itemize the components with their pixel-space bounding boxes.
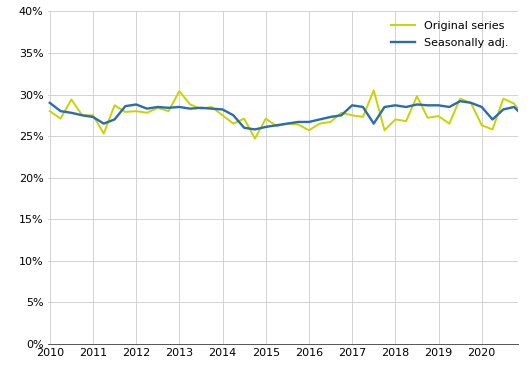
Original series — [198, 106, 204, 111]
Seasonally adj. — [370, 121, 377, 126]
Original series — [457, 96, 463, 101]
Legend: Original series, Seasonally adj.: Original series, Seasonally adj. — [386, 17, 513, 53]
Seasonally adj. — [252, 127, 258, 132]
Seasonally adj. — [306, 120, 312, 124]
Seasonally adj. — [47, 101, 53, 105]
Seasonally adj. — [208, 106, 215, 111]
Original series — [403, 119, 409, 123]
Original series — [489, 127, 496, 132]
Seasonally adj. — [316, 117, 323, 122]
Original series — [414, 94, 420, 98]
Original series — [101, 131, 107, 136]
Seasonally adj. — [220, 107, 226, 112]
Seasonally adj. — [273, 123, 280, 127]
Original series — [176, 89, 183, 93]
Seasonally adj. — [68, 110, 75, 115]
Seasonally adj. — [230, 113, 236, 118]
Seasonally adj. — [425, 103, 431, 108]
Seasonally adj. — [446, 105, 452, 109]
Original series — [57, 116, 63, 121]
Seasonally adj. — [262, 125, 269, 129]
Original series — [435, 114, 442, 118]
Seasonally adj. — [511, 105, 517, 109]
Seasonally adj. — [381, 105, 388, 109]
Original series — [230, 121, 236, 126]
Seasonally adj. — [349, 103, 355, 108]
Original series — [154, 105, 161, 110]
Original series — [79, 113, 85, 118]
Seasonally adj. — [479, 105, 485, 109]
Original series — [262, 116, 269, 121]
Seasonally adj. — [57, 109, 63, 113]
Seasonally adj. — [144, 106, 150, 111]
Seasonally adj. — [295, 120, 302, 124]
Original series — [295, 122, 302, 127]
Seasonally adj. — [166, 105, 172, 110]
Seasonally adj. — [122, 104, 129, 108]
Original series — [144, 110, 150, 115]
Original series — [252, 136, 258, 141]
Line: Seasonally adj.: Seasonally adj. — [50, 101, 525, 129]
Seasonally adj. — [360, 105, 366, 109]
Original series — [241, 116, 248, 121]
Original series — [112, 103, 118, 108]
Original series — [208, 105, 215, 109]
Seasonally adj. — [403, 105, 409, 109]
Seasonally adj. — [522, 116, 528, 120]
Original series — [220, 113, 226, 118]
Seasonally adj. — [489, 117, 496, 122]
Seasonally adj. — [327, 115, 334, 119]
Original series — [446, 121, 452, 126]
Seasonally adj. — [90, 115, 96, 119]
Seasonally adj. — [133, 102, 139, 107]
Seasonally adj. — [284, 121, 290, 126]
Seasonally adj. — [338, 113, 344, 118]
Original series — [392, 117, 398, 122]
Original series — [327, 120, 334, 124]
Seasonally adj. — [176, 105, 183, 109]
Seasonally adj. — [500, 107, 506, 112]
Seasonally adj. — [198, 105, 204, 110]
Original series — [273, 124, 280, 129]
Original series — [468, 101, 474, 105]
Original series — [522, 116, 528, 121]
Original series — [166, 109, 172, 113]
Seasonally adj. — [392, 103, 398, 108]
Original series — [511, 101, 517, 106]
Original series — [360, 115, 366, 119]
Original series — [425, 116, 431, 120]
Original series — [479, 123, 485, 127]
Seasonally adj. — [457, 99, 463, 104]
Original series — [133, 109, 139, 113]
Seasonally adj. — [112, 117, 118, 122]
Original series — [47, 109, 53, 113]
Original series — [122, 110, 129, 114]
Original series — [500, 96, 506, 101]
Original series — [284, 121, 290, 126]
Seasonally adj. — [414, 102, 420, 107]
Original series — [370, 88, 377, 93]
Seasonally adj. — [154, 105, 161, 109]
Original series — [316, 121, 323, 126]
Seasonally adj. — [101, 121, 107, 126]
Original series — [68, 97, 75, 102]
Seasonally adj. — [187, 106, 193, 111]
Original series — [349, 113, 355, 118]
Original series — [381, 128, 388, 133]
Original series — [90, 113, 96, 118]
Line: Original series: Original series — [50, 90, 525, 139]
Seasonally adj. — [241, 125, 248, 130]
Seasonally adj. — [468, 101, 474, 105]
Seasonally adj. — [79, 113, 85, 118]
Original series — [187, 102, 193, 107]
Original series — [338, 110, 344, 115]
Seasonally adj. — [435, 103, 442, 108]
Original series — [306, 128, 312, 133]
